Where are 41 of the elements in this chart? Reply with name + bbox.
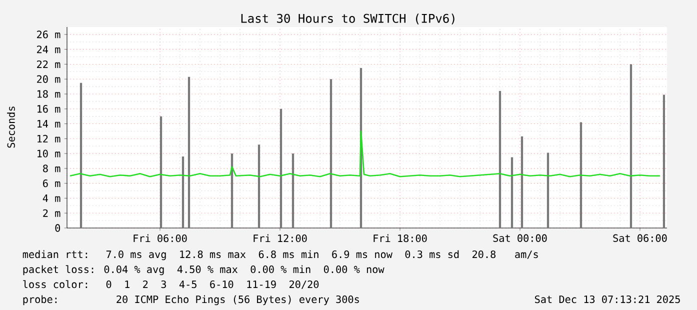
bar [330, 79, 332, 228]
bar [292, 154, 294, 228]
y-tick-label: 20 m [37, 75, 60, 83]
y-tick-label: 6 m [43, 179, 60, 188]
text: Sat Dec 13 07:13:21 2025 [535, 295, 680, 304]
x-tick-label: Fri 18:00 [374, 234, 427, 242]
bar [580, 122, 582, 228]
text: probe: 20 ICMP Echo Pings (56 Bytes) every 300s [23, 295, 359, 306]
y-tick-label: 0 [55, 224, 60, 232]
y-axis-title: Seconds [7, 106, 15, 148]
bar [258, 144, 260, 228]
bar [160, 116, 162, 228]
x-tick-label: Sat 00:00 [493, 234, 547, 242]
y-tick-label: 24 m [37, 46, 60, 54]
x-tick-label: Fri 12:00 [254, 234, 307, 242]
y-tick-label: 18 m [38, 90, 60, 98]
y-tick-label: 4 m [42, 194, 60, 202]
bar [662, 94, 666, 228]
bar [182, 156, 184, 228]
x-tick-label: Sat 06:00 [613, 234, 667, 242]
bar [188, 76, 190, 228]
bar [498, 91, 502, 228]
y-tick-label: 16 m [38, 105, 60, 113]
x-tick-label: Fri 06:00 [134, 234, 187, 242]
y-tick-label: 22 m [37, 60, 60, 68]
bar [630, 64, 632, 228]
bar [546, 152, 550, 228]
y-tick-label: 14 m [38, 120, 60, 128]
y-tick-label: 12 m [38, 134, 60, 142]
chart-title: Last 30 Hours to SWITCH (IPv6) [241, 14, 454, 24]
y-tick-label: 10 m [38, 150, 60, 158]
bar [280, 108, 282, 228]
bar [80, 82, 82, 228]
bar [510, 157, 514, 228]
text: packet loss: 0.04 % avg 4.50 % max 0.00 % min 0.00 % now [23, 265, 384, 276]
y-tick-label: 26 m [37, 30, 60, 38]
y-tick-label: 2 m [43, 209, 60, 217]
text: loss color: 0 1 2 3 4-5 6-10 11-19 20/20 [23, 280, 319, 289]
bar [520, 136, 524, 228]
text: median rtt: 7.0 ms avg 12.8 ms max 6.8 ms min 6.9 ms now 0.3 ms sd 20.8 am/s [22, 250, 538, 260]
y-tick-label: 8 m [43, 164, 60, 172]
